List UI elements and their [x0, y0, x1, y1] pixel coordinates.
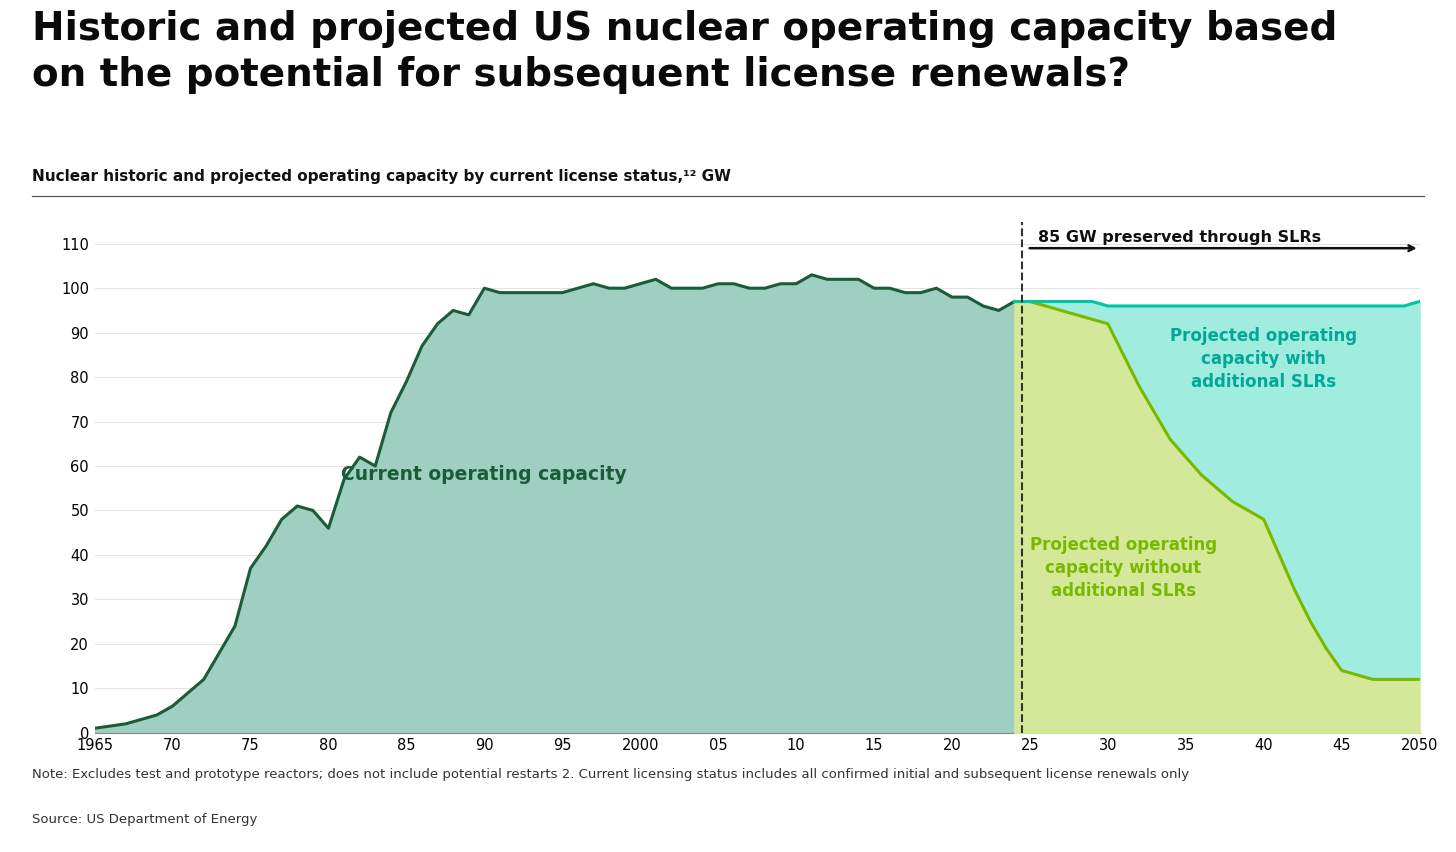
Text: Note: Excludes test and prototype reactors; does not include potential restarts : Note: Excludes test and prototype reacto…: [32, 769, 1190, 781]
Text: Current operating capacity: Current operating capacity: [342, 465, 628, 485]
Text: Historic and projected US nuclear operating capacity based
on the potential for : Historic and projected US nuclear operat…: [32, 10, 1338, 94]
Text: Projected operating
capacity with
additional SLRs: Projected operating capacity with additi…: [1171, 327, 1357, 391]
Text: 85 GW preserved through SLRs: 85 GW preserved through SLRs: [1038, 230, 1321, 245]
Text: Nuclear historic and projected operating capacity by current license status,¹² G: Nuclear historic and projected operating…: [32, 169, 731, 184]
Text: Source: US Department of Energy: Source: US Department of Energy: [32, 813, 258, 826]
Text: Projected operating
capacity without
additional SLRs: Projected operating capacity without add…: [1029, 537, 1217, 600]
